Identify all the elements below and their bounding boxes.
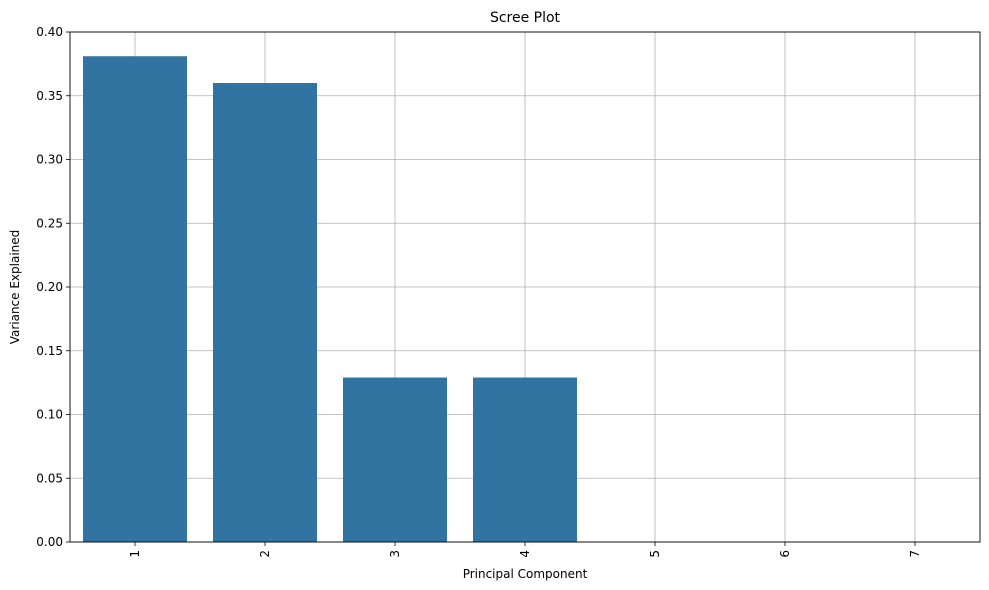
y-axis-label: Variance Explained bbox=[8, 230, 22, 345]
plot-frame bbox=[69, 31, 981, 543]
y-tick-label: 0.20 bbox=[36, 280, 63, 294]
x-tick-label: 6 bbox=[778, 550, 792, 558]
x-axis-label: Principal Component bbox=[463, 567, 588, 581]
y-tick-label: 0.00 bbox=[36, 535, 63, 549]
x-tick-label: 7 bbox=[908, 550, 922, 558]
x-tick-label: 5 bbox=[648, 550, 662, 558]
y-axis: 0.00 0.05 0.10 0.15 0.20 0.25 0.30 0.35 0.40 bbox=[36, 25, 70, 549]
y-tick-label: 0.25 bbox=[36, 216, 63, 230]
y-tick-label: 0.35 bbox=[36, 89, 63, 103]
x-tick-label: 3 bbox=[388, 550, 402, 558]
y-tick-label: 0.40 bbox=[36, 25, 63, 39]
y-tick-label: 0.10 bbox=[36, 408, 63, 422]
x-tick-label: 2 bbox=[258, 550, 272, 558]
bar-pc-2 bbox=[213, 83, 317, 542]
bar-pc-4 bbox=[473, 377, 577, 542]
y-tick-label: 0.15 bbox=[36, 344, 63, 358]
x-axis: 1 2 3 4 5 6 7 bbox=[128, 542, 922, 558]
bar-pc-3 bbox=[343, 377, 447, 542]
bar-pc-1 bbox=[83, 56, 187, 542]
y-tick-label: 0.30 bbox=[36, 153, 63, 167]
chart-title: Scree Plot bbox=[490, 10, 561, 26]
bars bbox=[83, 56, 577, 542]
x-tick-label: 4 bbox=[518, 550, 532, 558]
x-tick-label: 1 bbox=[128, 550, 142, 558]
y-tick-label: 0.05 bbox=[36, 471, 63, 485]
